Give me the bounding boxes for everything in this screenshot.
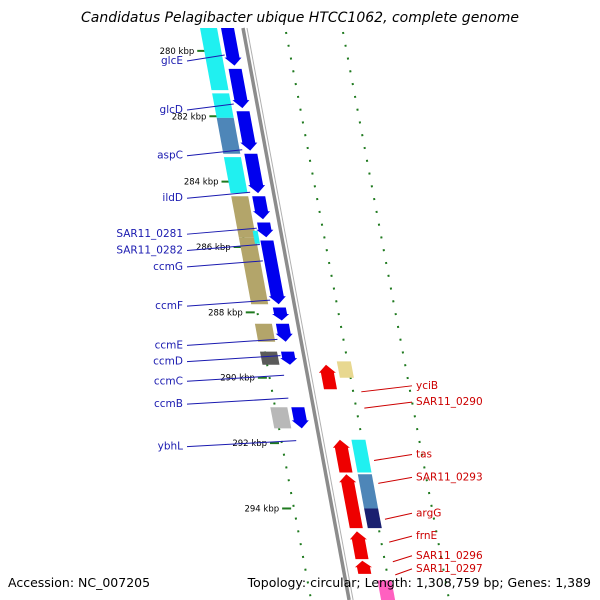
cog-band-forward <box>260 351 280 365</box>
map-title: Candidatus Pelagibacter ubique HTCC1062,… <box>81 10 519 26</box>
cog-band-forward <box>223 157 248 194</box>
cog-band-reverse <box>351 439 372 473</box>
forward-cds-arrow <box>260 240 286 305</box>
leader-line <box>186 244 260 252</box>
forward-cds-arrow <box>244 153 266 194</box>
forward-cds-arrow <box>280 351 298 365</box>
leader-line <box>395 568 413 576</box>
genome-summary: Topology: circular; Length: 1,308,759 bp… <box>247 575 591 590</box>
gene-label: glcE <box>161 55 183 67</box>
leader-line <box>186 103 234 111</box>
tick-label: 290 kbp <box>220 374 255 384</box>
cds-track <box>221 28 372 574</box>
cog-track <box>200 28 396 600</box>
reverse-cds-arrow <box>355 560 372 574</box>
gene-label: SAR11_0293 <box>416 471 483 483</box>
cog-band-forward <box>200 28 229 91</box>
tick-label: 282 kbp <box>172 112 207 122</box>
leader-line <box>364 401 413 409</box>
gene-label: ccmF <box>155 300 183 312</box>
leader-line <box>186 374 285 382</box>
gene-label: ccmG <box>153 261 183 273</box>
backbone-edge <box>246 27 354 600</box>
forward-cds-arrow <box>275 323 293 342</box>
cog-band-forward <box>238 237 269 305</box>
cog-band-reverse <box>336 361 354 378</box>
forward-cds-arrow <box>236 111 258 151</box>
forward-cds-arrow <box>272 307 290 321</box>
tick-label: 292 kbp <box>232 439 267 449</box>
gene-label: SAR11_0290 <box>416 396 483 408</box>
leader-line <box>186 338 278 346</box>
forward-cds-arrow <box>228 68 250 109</box>
leader-line <box>186 54 225 62</box>
tick-label: 294 kbp <box>244 504 279 514</box>
gene-label: ccmE <box>155 339 183 351</box>
gene-label: ccmD <box>153 356 183 368</box>
gc-dot-track-1 <box>204 31 313 600</box>
leader-line <box>186 260 263 268</box>
leader-line <box>384 512 413 520</box>
reverse-cds-arrow <box>339 474 363 529</box>
gene-label: glcD <box>160 104 183 116</box>
tick-label: 284 kbp <box>184 178 219 188</box>
gene-label: ybhL <box>158 441 184 453</box>
forward-cds-arrow <box>256 222 274 238</box>
gene-labels: glcE glcD aspC ildD SAR11_0281 SAR11_0282 ccmG… <box>116 54 483 576</box>
accession-label: Accession: NC_007205 <box>8 575 150 590</box>
leader-line <box>186 191 251 199</box>
leader-line <box>378 476 413 484</box>
backbone-line <box>241 27 351 600</box>
gene-label: SAR11_0296 <box>416 550 483 562</box>
leader-line <box>389 535 413 543</box>
cog-band-reverse <box>364 508 382 529</box>
gc-dot-track-3 <box>342 31 451 600</box>
gene-label: aspC <box>157 150 183 162</box>
reverse-cds-arrow <box>332 439 353 473</box>
cog-band-reverse <box>377 580 396 600</box>
gene-label: SAR11_0281 <box>116 228 183 240</box>
gene-label: SAR11_0297 <box>416 563 483 575</box>
reverse-cds-arrow <box>349 531 369 560</box>
gene-label: ccmC <box>154 375 183 387</box>
leader-line <box>361 385 413 393</box>
forward-cds-arrow <box>252 196 270 220</box>
gene-label: tas <box>416 448 432 460</box>
leader-line <box>186 440 297 448</box>
gene-label: SAR11_0282 <box>116 245 183 257</box>
gene-label: argG <box>416 507 441 519</box>
gene-label: ccmB <box>154 398 183 410</box>
leader-line <box>186 299 271 307</box>
tick-label: 288 kbp <box>208 308 243 318</box>
forward-cds-arrow <box>221 28 242 66</box>
gene-label: frnE <box>416 530 437 542</box>
leader-line <box>186 227 257 235</box>
leader-line <box>186 355 281 363</box>
tick-label: 280 kbp <box>160 47 195 57</box>
gene-label: yciB <box>416 380 438 392</box>
cog-band-forward <box>270 407 292 429</box>
reverse-cds-arrow <box>318 364 337 390</box>
cog-band-reverse <box>357 474 379 509</box>
forward-cds-arrow <box>291 407 309 429</box>
backbone <box>241 27 354 600</box>
leader-line <box>186 397 289 405</box>
cog-band-inner <box>252 230 260 244</box>
cog-band-forward <box>216 117 241 154</box>
gene-label: ildD <box>162 192 183 204</box>
cog-band-forward <box>254 323 276 342</box>
leader-line <box>373 453 413 461</box>
leader-line <box>186 149 243 157</box>
cog-band-forward <box>231 196 256 238</box>
leader-line <box>392 555 413 563</box>
